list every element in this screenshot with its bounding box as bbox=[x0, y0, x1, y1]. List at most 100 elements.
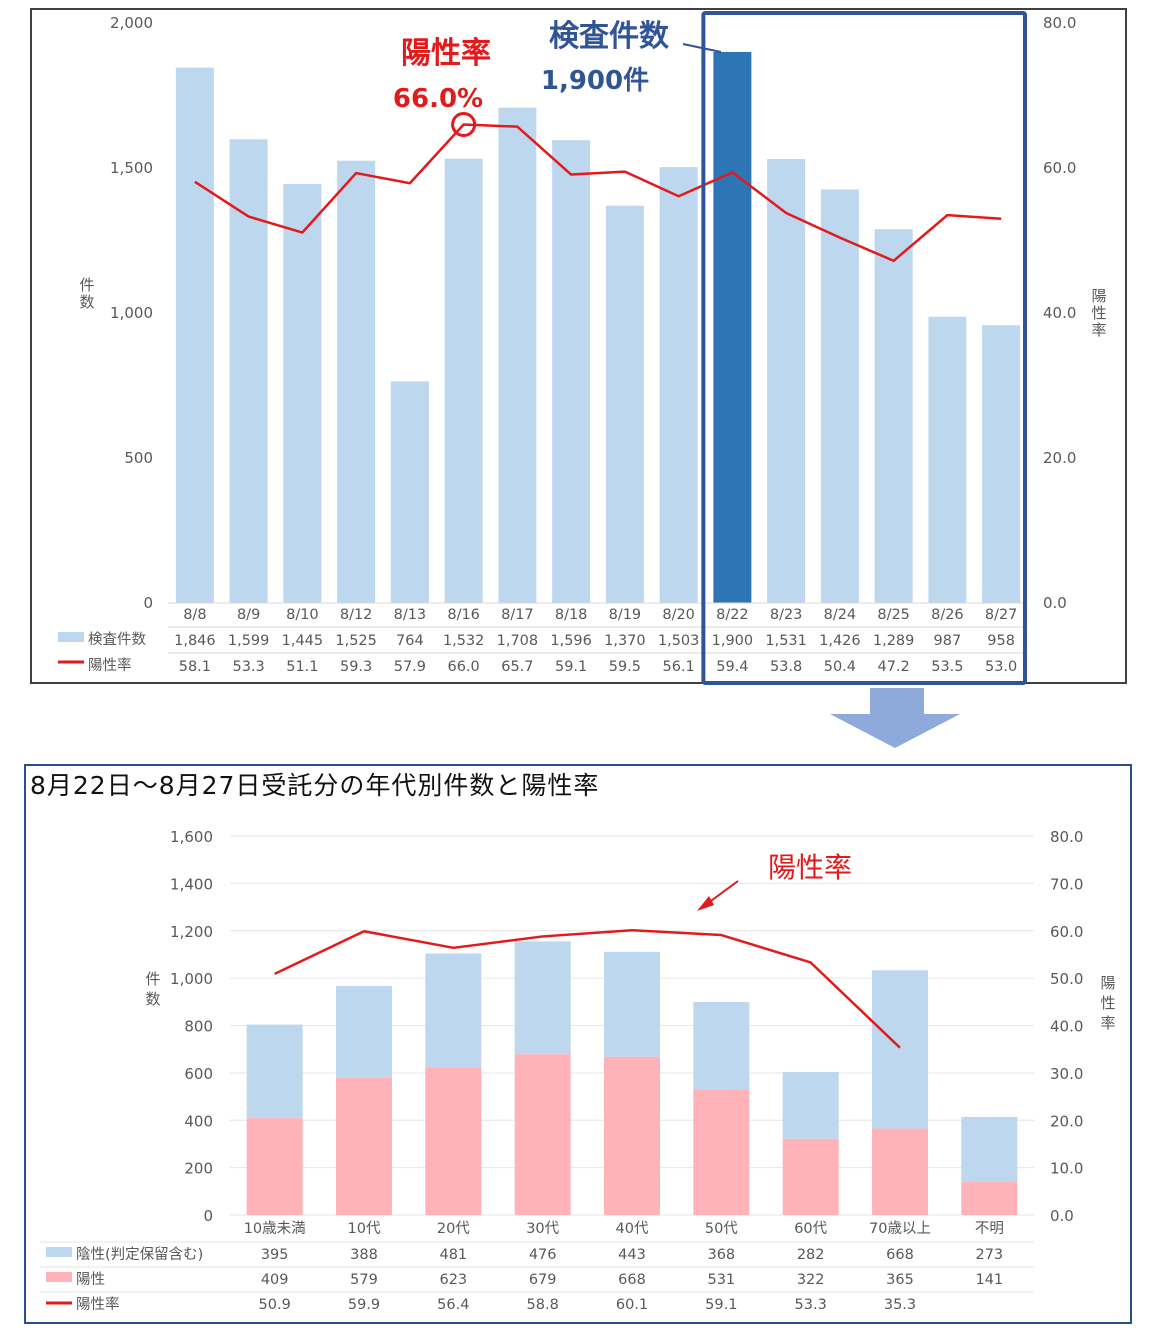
positive-bar bbox=[872, 1128, 928, 1215]
count-bar bbox=[605, 205, 644, 603]
table-cell-negative: 476 bbox=[529, 1247, 557, 1263]
table-cell-positive: 579 bbox=[350, 1272, 378, 1288]
negative-bar bbox=[336, 985, 392, 1078]
table-cell-count: 1,596 bbox=[550, 633, 592, 649]
table-cell-count: 1,532 bbox=[443, 633, 485, 649]
count-bar bbox=[713, 52, 752, 603]
y-tick-label: 1,000 bbox=[170, 970, 213, 988]
table-cell-positive: 409 bbox=[261, 1272, 289, 1288]
legend-swatch-count bbox=[58, 632, 84, 642]
table-cell-rate: 50.4 bbox=[824, 659, 856, 675]
peak-marker bbox=[451, 112, 477, 137]
table-cell-rate: 51.1 bbox=[286, 659, 318, 675]
table-cell-rate: 57.9 bbox=[394, 659, 426, 675]
y2-axis-title-char: 性 bbox=[1091, 304, 1106, 322]
table-cell-count: 1,370 bbox=[604, 633, 646, 649]
table-cell-positive: 623 bbox=[439, 1272, 467, 1288]
table-cell-count: 1,525 bbox=[335, 633, 377, 649]
table-cell-negative: 368 bbox=[707, 1247, 735, 1263]
y-tick-label: 1,200 bbox=[170, 923, 213, 941]
y2-axis-title-char: 陽 bbox=[1100, 974, 1115, 992]
positive-bar bbox=[693, 1089, 750, 1215]
positive-bar bbox=[425, 1067, 482, 1215]
x-tick-label: 8/13 bbox=[394, 607, 427, 623]
chart-panel-age bbox=[24, 764, 1132, 1324]
negative-bar bbox=[425, 953, 482, 1068]
table-cell-positive: 141 bbox=[975, 1272, 1003, 1288]
legend-label-rate: 陽性率 bbox=[88, 657, 132, 674]
table-cell-positive: 365 bbox=[886, 1272, 914, 1288]
table-cell-rate: 47.2 bbox=[877, 659, 909, 675]
annotation-rate: 陽性率 bbox=[768, 851, 852, 884]
y2-tick-label: 20.0 bbox=[1050, 1112, 1083, 1130]
table-cell-rate: 59.5 bbox=[609, 659, 641, 675]
table-cell-negative: 481 bbox=[439, 1247, 467, 1263]
positive-bar bbox=[246, 1118, 303, 1215]
table-cell-count: 1,531 bbox=[765, 633, 807, 649]
negative-bar bbox=[514, 941, 571, 1055]
table-cell-rate: 53.8 bbox=[770, 659, 802, 675]
x-tick-label: 40代 bbox=[616, 1220, 649, 1237]
table-cell-negative: 443 bbox=[618, 1247, 646, 1263]
table-cell-negative: 668 bbox=[886, 1247, 914, 1263]
table-cell-rate: 56.1 bbox=[662, 659, 694, 675]
y2-tick-label: 20.0 bbox=[1043, 449, 1076, 467]
count-bar bbox=[498, 107, 537, 604]
x-tick-label: 30代 bbox=[526, 1220, 559, 1237]
table-cell-positive: 322 bbox=[797, 1272, 825, 1288]
y2-axis-title-char: 陽 bbox=[1091, 287, 1106, 305]
table-cell-positive: 531 bbox=[707, 1272, 735, 1288]
positive-bar bbox=[604, 1056, 660, 1215]
x-tick-label: 8/17 bbox=[501, 607, 534, 623]
y2-axis-title-char: 率 bbox=[1100, 1014, 1115, 1032]
annotation-count-value: 1,900件 bbox=[541, 66, 649, 96]
positive-bar bbox=[961, 1181, 1018, 1215]
rate-line bbox=[194, 123, 1002, 263]
y-tick-label: 600 bbox=[184, 1065, 213, 1083]
positive-bar bbox=[782, 1138, 839, 1215]
y-tick-label: 400 bbox=[184, 1112, 213, 1130]
y-tick-label: 500 bbox=[124, 449, 153, 467]
x-tick-label: 10代 bbox=[348, 1220, 381, 1237]
negative-bar bbox=[246, 1024, 303, 1119]
x-tick-label: 8/22 bbox=[716, 607, 749, 623]
positive-bar bbox=[514, 1054, 571, 1215]
highlight-frame bbox=[701, 11, 1027, 685]
y-tick-label: 2,000 bbox=[110, 14, 153, 32]
count-bar bbox=[767, 159, 806, 603]
legend-swatch-negative bbox=[46, 1247, 72, 1257]
y2-tick-label: 10.0 bbox=[1050, 1160, 1083, 1178]
x-tick-label: 8/24 bbox=[824, 607, 857, 623]
y2-tick-label: 40.0 bbox=[1043, 304, 1076, 322]
table-cell-rate: 59.1 bbox=[705, 1297, 737, 1313]
y2-tick-label: 80.0 bbox=[1050, 828, 1083, 846]
table-cell-rate: 59.1 bbox=[555, 659, 587, 675]
annotation-rate-title: 陽性率 bbox=[401, 36, 491, 71]
negative-bar bbox=[782, 1071, 839, 1139]
table-cell-count: 1,289 bbox=[873, 633, 915, 649]
y2-tick-label: 60.0 bbox=[1050, 923, 1083, 941]
negative-bar bbox=[693, 1002, 750, 1090]
y-tick-label: 1,600 bbox=[170, 828, 213, 846]
count-bar bbox=[928, 316, 967, 603]
x-tick-label: 8/8 bbox=[183, 607, 206, 623]
x-tick-label: 不明 bbox=[975, 1221, 1004, 1237]
table-cell-rate: 35.3 bbox=[884, 1297, 916, 1313]
table-cell-count: 1,846 bbox=[174, 633, 216, 649]
annotation-arrow-head bbox=[697, 896, 714, 911]
x-tick-label: 8/12 bbox=[340, 607, 373, 623]
count-bar bbox=[283, 183, 322, 603]
table-cell-count: 1,708 bbox=[497, 633, 539, 649]
age-chart-title: 8月22日～8月27日受託分の年代別件数と陽性率 bbox=[30, 771, 600, 800]
x-tick-label: 8/23 bbox=[770, 607, 803, 623]
table-cell-count: 1,445 bbox=[282, 633, 324, 649]
annotation-count-title: 検査件数 bbox=[549, 19, 670, 54]
table-cell-rate: 58.1 bbox=[179, 659, 211, 675]
x-tick-label: 8/10 bbox=[286, 607, 319, 623]
negative-bar bbox=[604, 951, 660, 1057]
table-cell-positive: 668 bbox=[618, 1272, 646, 1288]
table-cell-negative: 395 bbox=[261, 1247, 289, 1263]
table-cell-count: 1,900 bbox=[712, 633, 754, 649]
table-cell-rate: 65.7 bbox=[501, 659, 533, 675]
